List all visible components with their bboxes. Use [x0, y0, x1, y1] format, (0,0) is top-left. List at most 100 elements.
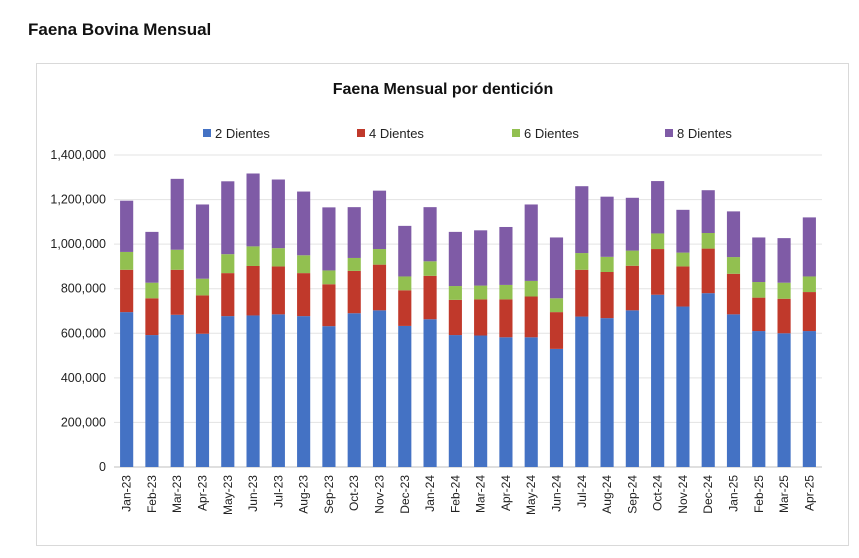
legend: 2 Dientes 4 Dientes 6 Dientes 8 Dientes [203, 126, 732, 141]
x-tick-label: Mar-24 [474, 475, 488, 513]
bar-segment [625, 197, 639, 251]
bar-segment [651, 294, 665, 467]
bar-segment [726, 257, 741, 274]
bar-segment [549, 298, 564, 313]
bar-segment [651, 233, 665, 250]
x-tick-label: Sep-23 [322, 475, 336, 514]
legend-label: 8 Dientes [677, 126, 732, 141]
bar-segment [600, 272, 614, 319]
bar-segment [499, 337, 513, 467]
x-tick-label: Dec-23 [398, 475, 412, 514]
bar-segment [448, 286, 462, 300]
y-tick-label: 200,000 [61, 415, 106, 429]
bar-segment [524, 296, 538, 338]
x-tick-label: Feb-25 [752, 475, 766, 513]
bar-segment [625, 310, 639, 467]
bar-segment [195, 295, 210, 334]
bar-segment [145, 231, 159, 283]
bar-segment [701, 293, 715, 467]
bar-segment [474, 299, 488, 336]
bar-segment [524, 280, 538, 297]
bar-segment [145, 335, 159, 467]
bar-segment [120, 269, 134, 313]
bar-segment [802, 276, 816, 293]
bar-segment [802, 331, 816, 467]
stacked-bar-chart: Faena Mensual por dentición 2 Dientes 4 D… [50, 81, 822, 515]
bar-segment [752, 237, 766, 283]
bar-segment [499, 284, 513, 300]
bar-segment [246, 246, 260, 266]
bar-segment [474, 285, 488, 300]
bar-segment [195, 333, 210, 467]
bar-segment [600, 256, 614, 272]
bar-segment [448, 299, 462, 336]
legend-swatch [357, 129, 365, 137]
legend-label: 2 Dientes [215, 126, 270, 141]
x-tick-label: Apr-25 [802, 475, 816, 511]
bar-segment [372, 310, 387, 467]
x-tick-label: Aug-23 [297, 475, 311, 514]
bar-segment [246, 173, 260, 247]
y-tick-label: 1,000,000 [50, 237, 106, 251]
bar-segment [752, 331, 766, 467]
gridlines [114, 154, 822, 468]
bar-segment [398, 290, 412, 326]
page-title: Faena Bovina Mensual [28, 20, 212, 39]
bar-segment [726, 273, 741, 315]
bar-segment [474, 230, 488, 286]
bar-segment [347, 313, 361, 467]
bar-segment [701, 233, 715, 249]
x-tick-label: May-24 [524, 475, 538, 515]
bar-segment [221, 181, 235, 255]
bar-segment [246, 315, 260, 467]
x-tick-label: Dec-24 [701, 475, 715, 514]
x-tick-label: Feb-24 [448, 475, 462, 513]
bar-segment [575, 316, 589, 467]
bar-segment [676, 306, 690, 467]
bar-segment [372, 249, 387, 265]
bar-segment [777, 238, 791, 283]
bar-segment [448, 231, 462, 287]
bar-segment [802, 217, 816, 277]
bar-segment [777, 333, 791, 467]
x-tick-label: Jan-25 [727, 475, 741, 512]
x-tick-label: Oct-24 [651, 475, 665, 511]
bar-segment [398, 225, 412, 277]
bar-segment [423, 207, 437, 262]
bar-segment [676, 209, 690, 253]
axes: 0 200,000 400,000 600,000 800,000 1,000,000 1,… [50, 148, 816, 515]
x-tick-label: Sep-24 [625, 475, 639, 514]
x-tick-label: Mar-23 [170, 475, 184, 513]
bar-segment [170, 269, 184, 315]
bar-segment [499, 226, 513, 285]
bar-segment [347, 257, 361, 271]
bar-segment [575, 269, 589, 317]
bar-segment [221, 316, 235, 467]
bar-segment [524, 337, 538, 467]
bar-segment [271, 314, 285, 467]
bar-segment [398, 325, 412, 467]
legend-label: 4 Dientes [369, 126, 424, 141]
x-tick-label: Feb-23 [145, 475, 159, 513]
y-tick-label: 800,000 [61, 282, 106, 296]
bar-segment [752, 297, 766, 332]
y-tick-label: 1,200,000 [50, 193, 106, 207]
bar-segment [625, 265, 639, 311]
bar-segment [372, 264, 387, 311]
bar-segment [297, 191, 311, 256]
bar-segment [549, 348, 564, 467]
bar-segment [170, 249, 184, 270]
bar-segment [726, 314, 741, 467]
bar-segment [297, 255, 311, 274]
bar-segment [549, 312, 564, 349]
bar-segment [398, 276, 412, 291]
legend-label: 6 Dientes [524, 126, 579, 141]
x-tick-label: Jan-23 [120, 475, 134, 512]
bar-segment [600, 318, 614, 467]
bar-segment [423, 319, 437, 467]
bar-segment [499, 299, 513, 338]
bar-segment [195, 204, 210, 279]
bar-segment [625, 250, 639, 266]
chart-frame: Faena Mensual por dentición 2 Dientes 4 D… [36, 63, 849, 546]
chart-title: Faena Mensual por dentición [333, 81, 553, 98]
